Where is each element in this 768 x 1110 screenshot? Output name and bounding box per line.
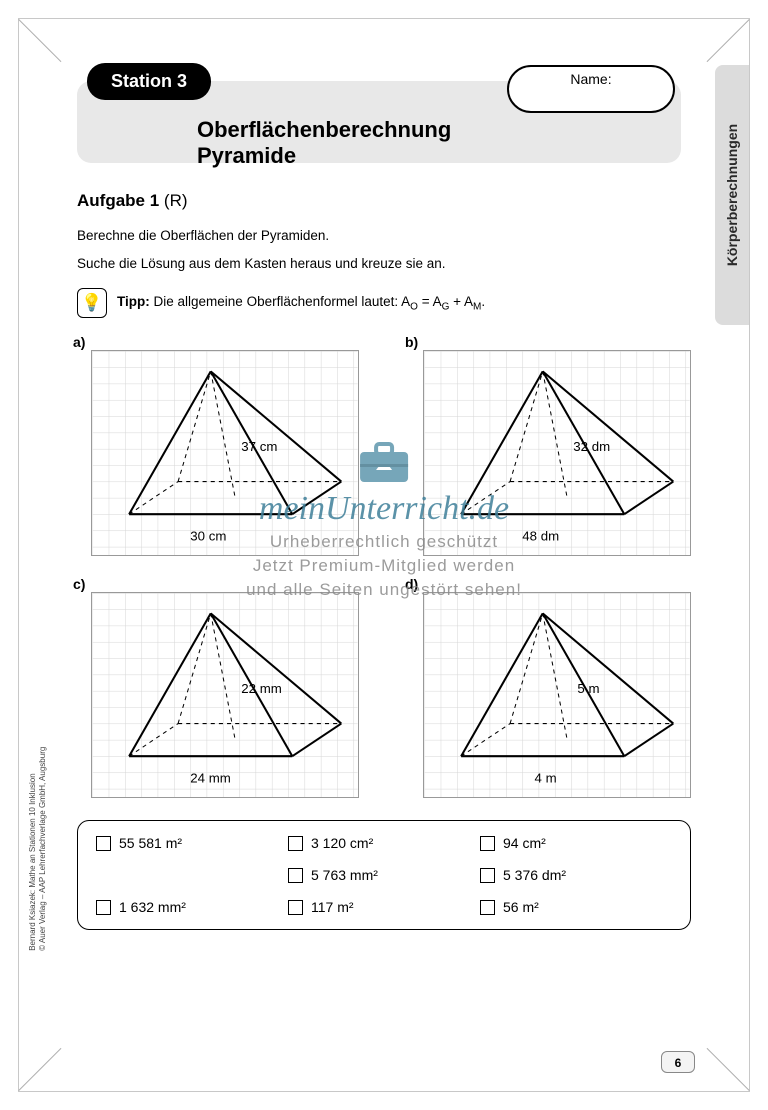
- checkbox-icon[interactable]: [288, 900, 303, 915]
- base-label: 30 cm: [190, 529, 226, 544]
- svg-text:24 mm: 24 mm: [190, 771, 231, 786]
- svg-text:22 mm: 22 mm: [241, 681, 282, 696]
- figure-d: d) 5 m 4 m: [409, 578, 691, 798]
- answer-option[interactable]: 56 m²: [480, 899, 672, 915]
- worksheet-page: Körperberechnungen Oberflächenberechnung…: [18, 18, 750, 1092]
- pyramid-svg: 5 m 4 m: [424, 593, 690, 797]
- instruction-1: Berechne die Oberflächen der Pyramiden.: [77, 225, 691, 247]
- name-field[interactable]: Name:: [507, 65, 675, 113]
- crop-mark: [19, 19, 79, 79]
- checkbox-icon[interactable]: [288, 868, 303, 883]
- section-tab: Körperberechnungen: [715, 65, 749, 325]
- figure-a: a) 37 cm: [77, 336, 359, 556]
- tip-row: 💡 Tipp: Die allgemeine Oberflächenformel…: [77, 288, 691, 318]
- checkbox-icon[interactable]: [480, 868, 495, 883]
- answer-option[interactable]: 5 376 dm²: [480, 867, 672, 883]
- answer-option[interactable]: 117 m²: [288, 899, 480, 915]
- header: Oberflächenberechnung Pyramide Station 3…: [77, 67, 681, 177]
- svg-text:32 dm: 32 dm: [573, 439, 610, 454]
- svg-text:4 m: 4 m: [535, 771, 557, 786]
- answer-box: 55 581 m² 3 120 cm² 94 cm² 5 763 mm² 5 3…: [77, 820, 691, 930]
- svg-text:48 dm: 48 dm: [522, 529, 559, 544]
- crop-mark: [19, 1031, 79, 1091]
- page-number: 6: [661, 1051, 695, 1073]
- figures-grid: a) 37 cm: [77, 336, 691, 798]
- checkbox-icon[interactable]: [96, 836, 111, 851]
- page-title: Oberflächenberechnung Pyramide: [197, 117, 451, 170]
- name-label: Name:: [570, 71, 611, 87]
- station-pill: Station 3: [87, 63, 211, 100]
- checkbox-icon[interactable]: [480, 836, 495, 851]
- checkbox-icon[interactable]: [96, 900, 111, 915]
- pyramid-svg: 37 cm 30 cm: [92, 351, 358, 555]
- lightbulb-icon: 💡: [77, 288, 107, 318]
- pyramid-svg: 32 dm 48 dm: [424, 351, 690, 555]
- answer-option[interactable]: 3 120 cm²: [288, 835, 480, 851]
- figure-c: c) 22 mm 24 mm: [77, 578, 359, 798]
- crop-mark: [689, 1031, 749, 1091]
- slant-label: 37 cm: [241, 439, 277, 454]
- svg-text:5 m: 5 m: [577, 681, 599, 696]
- answer-option[interactable]: 5 763 mm²: [288, 867, 480, 883]
- content: Aufgabe 1 (R) Berechne die Oberflächen d…: [77, 191, 691, 1051]
- answer-option[interactable]: 94 cm²: [480, 835, 672, 851]
- answer-option[interactable]: 1 632 mm²: [96, 899, 288, 915]
- answer-option[interactable]: 55 581 m²: [96, 835, 288, 851]
- instruction-2: Suche die Lösung aus dem Kasten heraus u…: [77, 253, 691, 275]
- pyramid-svg: 22 mm 24 mm: [92, 593, 358, 797]
- copyright: Bernard Ksiazek: Mathe an Stationen 10 I…: [28, 747, 49, 951]
- figure-b: b) 32 dm 48 dm: [409, 336, 691, 556]
- checkbox-icon[interactable]: [480, 900, 495, 915]
- checkbox-icon[interactable]: [288, 836, 303, 851]
- task-heading: Aufgabe 1 (R): [77, 191, 691, 211]
- section-tab-label: Körperberechnungen: [724, 124, 740, 266]
